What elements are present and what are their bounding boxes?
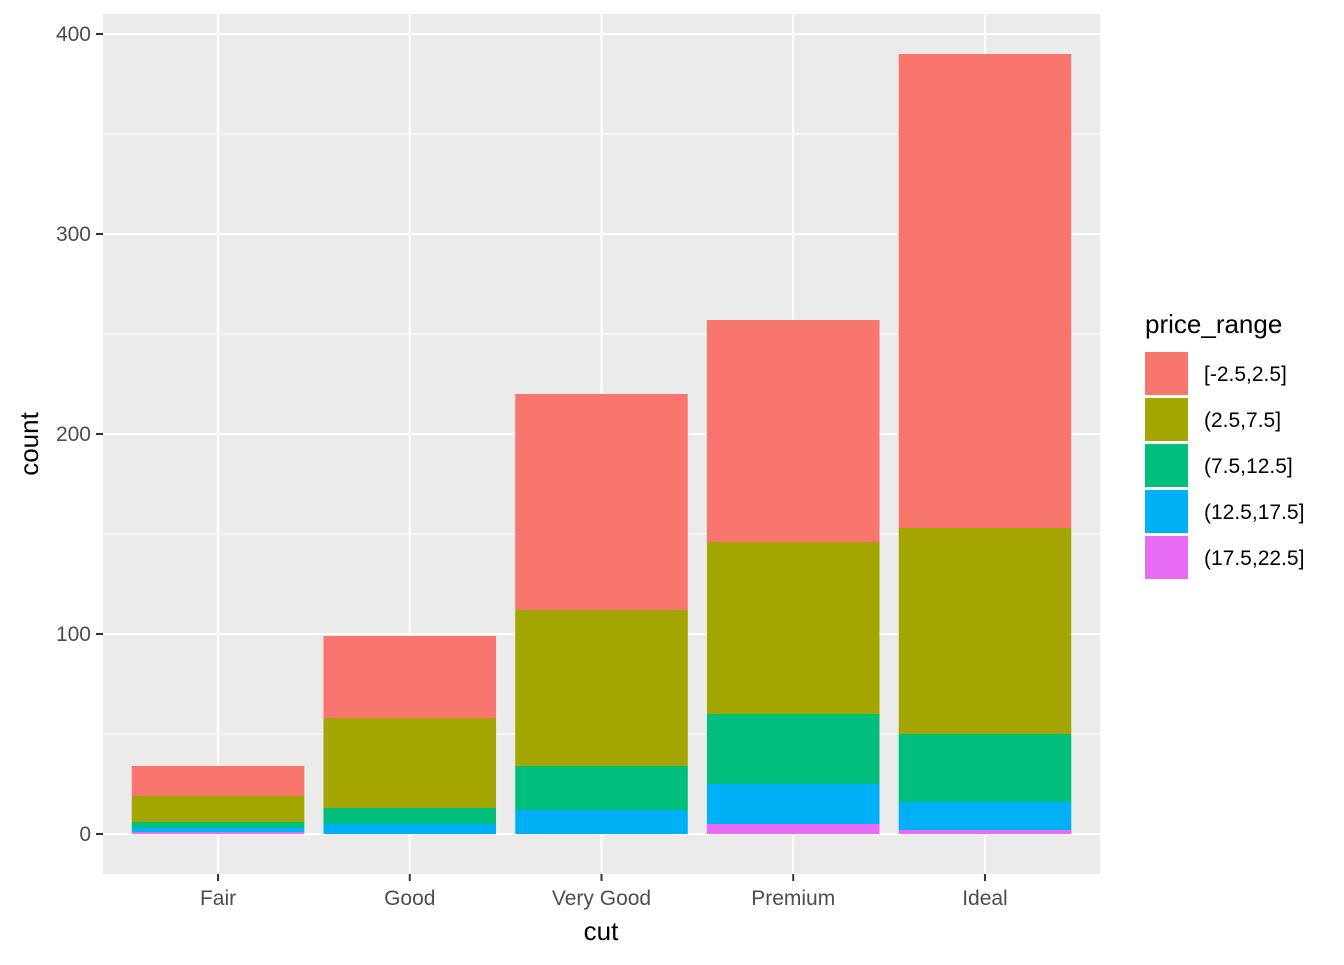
bar-segment	[706, 542, 880, 714]
legend-key	[1145, 398, 1188, 441]
bar-segment	[706, 320, 880, 542]
y-tick-label: 0	[79, 823, 91, 846]
legend-label: [-2.5,2.5]	[1204, 363, 1287, 386]
bar-segment	[323, 824, 497, 834]
x-tick-label: Very Good	[552, 887, 651, 910]
bar-segment	[706, 714, 880, 784]
bars	[131, 54, 1072, 834]
x-axis-title: cut	[584, 916, 619, 946]
legend-key	[1145, 352, 1188, 395]
y-axis-ticks: 0 100 200 300 400	[56, 23, 103, 846]
bar-segment	[131, 828, 305, 832]
y-tick-label: 200	[56, 423, 91, 446]
bar-segment	[898, 734, 1072, 802]
legend-key	[1145, 536, 1188, 579]
legend: price_range [-2.5,2.5] (2.5,7.5] (7.5,12.5…	[1145, 309, 1304, 579]
bar-segment	[515, 810, 688, 834]
bar-segment	[898, 54, 1072, 528]
x-tick-label: Fair	[200, 887, 236, 910]
legend-key	[1145, 444, 1188, 487]
bar-segment	[706, 824, 880, 834]
bar-segment	[131, 822, 305, 828]
y-axis-title: count	[14, 411, 44, 475]
bar-segment	[706, 784, 880, 824]
bar-segment	[323, 808, 497, 824]
bar-segment	[515, 766, 688, 810]
bar-segment	[131, 766, 305, 796]
y-tick-label: 400	[56, 23, 91, 46]
bar-segment	[323, 636, 497, 718]
bar-segment	[898, 802, 1072, 830]
legend-label: (7.5,12.5]	[1204, 455, 1293, 478]
bar-segment	[323, 718, 497, 808]
x-tick-label: Good	[384, 887, 435, 910]
bar-segment	[131, 832, 305, 834]
bar-segment	[515, 610, 688, 766]
legend-label: (2.5,7.5]	[1204, 409, 1281, 432]
bar-segment	[898, 830, 1072, 834]
y-tick-label: 300	[56, 223, 91, 246]
x-axis-ticks: Fair Good Very Good Premium Ideal	[200, 874, 1008, 910]
y-tick-label: 100	[56, 623, 91, 646]
bar-segment	[131, 796, 305, 822]
bar-segment	[898, 528, 1072, 734]
x-tick-label: Ideal	[962, 887, 1008, 910]
x-tick-label: Premium	[751, 887, 835, 910]
legend-items: [-2.5,2.5] (2.5,7.5] (7.5,12.5] (12.5,17.5]…	[1145, 352, 1304, 579]
legend-label: (12.5,17.5]	[1204, 501, 1304, 524]
legend-key	[1145, 490, 1188, 533]
legend-label: (17.5,22.5]	[1204, 547, 1304, 570]
legend-title: price_range	[1145, 309, 1282, 339]
bar-segment	[515, 394, 688, 610]
